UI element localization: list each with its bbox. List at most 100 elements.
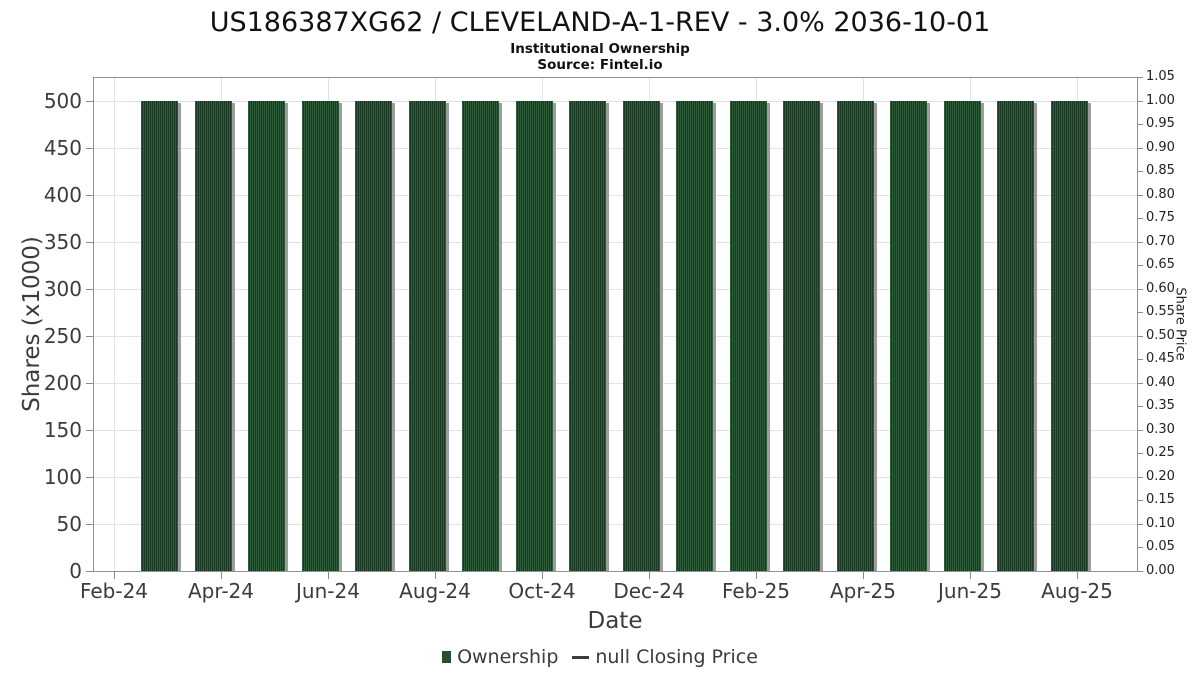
ownership-bar: [302, 101, 339, 571]
y2-axis-tick-label: 0.90: [1146, 140, 1175, 155]
y2-axis-tick-label: 0.50: [1146, 328, 1175, 343]
y-axis-tick-label: 200: [43, 371, 82, 395]
x-axis-tick-label: Aug-25: [1041, 579, 1113, 603]
y2-axis-tick: [1138, 571, 1143, 572]
y-axis-tick-label: 0: [69, 559, 82, 583]
y2-axis-tick-label: 0.40: [1146, 375, 1175, 390]
grid-line-h: [93, 477, 1137, 478]
ownership-bar: [1051, 101, 1088, 571]
legend-item-closing-price: null Closing Price: [572, 646, 758, 668]
x-axis-tick-label: Apr-25: [830, 579, 896, 603]
ownership-bar: [997, 101, 1034, 571]
y-axis-tick-label: 250: [43, 324, 82, 348]
y2-axis-tick: [1138, 265, 1143, 266]
grid-line-h: [93, 336, 1137, 337]
y-axis-tick: [86, 148, 93, 149]
y2-axis-tick-label: 0.55: [1146, 304, 1175, 319]
y2-axis-tick: [1138, 383, 1143, 384]
y-axis-tick-label: 400: [43, 183, 82, 207]
ownership-swatch-icon: [442, 651, 452, 663]
y-axis-tick-label: 500: [43, 89, 82, 113]
ownership-bar: [890, 101, 927, 571]
ownership-bar: [355, 101, 392, 571]
ownership-bar: [783, 101, 820, 571]
y-axis-tick: [86, 383, 93, 384]
y2-axis-tick: [1138, 242, 1143, 243]
y-axis-tick-label: 450: [43, 136, 82, 160]
y2-axis-tick-label: 0.70: [1146, 234, 1175, 249]
chart-title: US186387XG62 / CLEVELAND-A-1-REV - 3.0% …: [209, 7, 991, 38]
x-axis-tick: [1077, 572, 1078, 579]
y2-axis-tick: [1138, 524, 1143, 525]
y-axis-tick-label: 150: [43, 418, 82, 442]
y2-axis-tick: [1138, 336, 1143, 337]
ownership-bar: [195, 101, 232, 571]
ownership-bar: [248, 101, 285, 571]
y2-axis-tick-label: 0.00: [1146, 563, 1175, 578]
grid-line-h: [93, 430, 1137, 431]
grid-line-h: [93, 242, 1137, 243]
y2-axis-tick-label: 0.20: [1146, 469, 1175, 484]
y-axis-tick: [86, 195, 93, 196]
y2-axis-tick: [1138, 289, 1143, 290]
x-axis-tick-label: Jun-24: [296, 579, 360, 603]
y2-axis-tick: [1138, 124, 1143, 125]
chart-legend: Ownership null Closing Price: [0, 646, 1200, 668]
y2-axis-tick-label: 0.45: [1146, 351, 1175, 366]
y-axis-title: Shares (x1000): [19, 236, 45, 412]
x-axis-tick: [970, 572, 971, 579]
x-axis-tick-label: Feb-25: [721, 579, 791, 603]
y2-axis-tick: [1138, 406, 1143, 407]
y2-axis-tick: [1138, 500, 1143, 501]
grid-line-h: [93, 289, 1137, 290]
y-axis-tick-label: 350: [43, 230, 82, 254]
y2-axis-tick-label: 0.65: [1146, 257, 1175, 272]
y2-axis-title: Share Price: [1172, 287, 1188, 361]
chart-source-credit: Source: Fintel.io: [537, 57, 663, 73]
axis-spine-top: [93, 77, 1138, 78]
legend-item-ownership: Ownership: [442, 646, 558, 668]
y2-axis-tick-label: 0.10: [1146, 516, 1175, 531]
chart-subtitle: Institutional Ownership: [510, 41, 690, 57]
y2-axis-tick: [1138, 171, 1143, 172]
x-axis-tick: [542, 572, 543, 579]
closing-price-dash-icon: [572, 655, 590, 659]
y2-axis-tick: [1138, 547, 1143, 548]
ownership-bar: [569, 101, 606, 571]
y2-axis-tick-label: 0.95: [1146, 116, 1175, 131]
ownership-bar: [676, 101, 713, 571]
y2-axis-tick: [1138, 359, 1143, 360]
grid-line-h: [93, 101, 1137, 102]
x-axis-tick-label: Jun-25: [938, 579, 1002, 603]
grid-line-h: [93, 148, 1137, 149]
ownership-bar: [730, 101, 767, 571]
y2-axis-tick: [1138, 218, 1143, 219]
ownership-bar: [623, 101, 660, 571]
ownership-bar: [409, 101, 446, 571]
y2-axis-tick: [1138, 148, 1143, 149]
grid-line-h: [93, 524, 1137, 525]
grid-line-v: [114, 77, 115, 571]
y-axis-tick-label: 100: [43, 465, 82, 489]
y2-axis-tick: [1138, 101, 1143, 102]
y-axis-tick: [86, 477, 93, 478]
y2-axis-tick-label: 0.85: [1146, 163, 1175, 178]
y-axis-tick: [86, 101, 93, 102]
x-axis-tick: [435, 572, 436, 579]
chart-header: US186387XG62 / CLEVELAND-A-1-REV - 3.0% …: [0, 6, 1200, 73]
y2-axis-tick: [1138, 477, 1143, 478]
x-axis-tick-label: Dec-24: [613, 579, 685, 603]
y2-axis-tick-label: 1.00: [1146, 93, 1175, 108]
legend-label-closing-price: null Closing Price: [595, 646, 758, 668]
y2-axis-tick-label: 0.05: [1146, 539, 1175, 554]
y2-axis-tick-label: 0.30: [1146, 422, 1175, 437]
y-axis-tick: [86, 571, 93, 572]
y2-axis-tick: [1138, 430, 1143, 431]
y2-axis-tick-label: 0.60: [1146, 281, 1175, 296]
ownership-bar: [516, 101, 553, 571]
ownership-bar: [462, 101, 499, 571]
y2-axis-tick: [1138, 453, 1143, 454]
x-axis-tick-label: Feb-24: [79, 579, 149, 603]
x-axis-tick: [863, 572, 864, 579]
y2-axis-tick: [1138, 312, 1143, 313]
